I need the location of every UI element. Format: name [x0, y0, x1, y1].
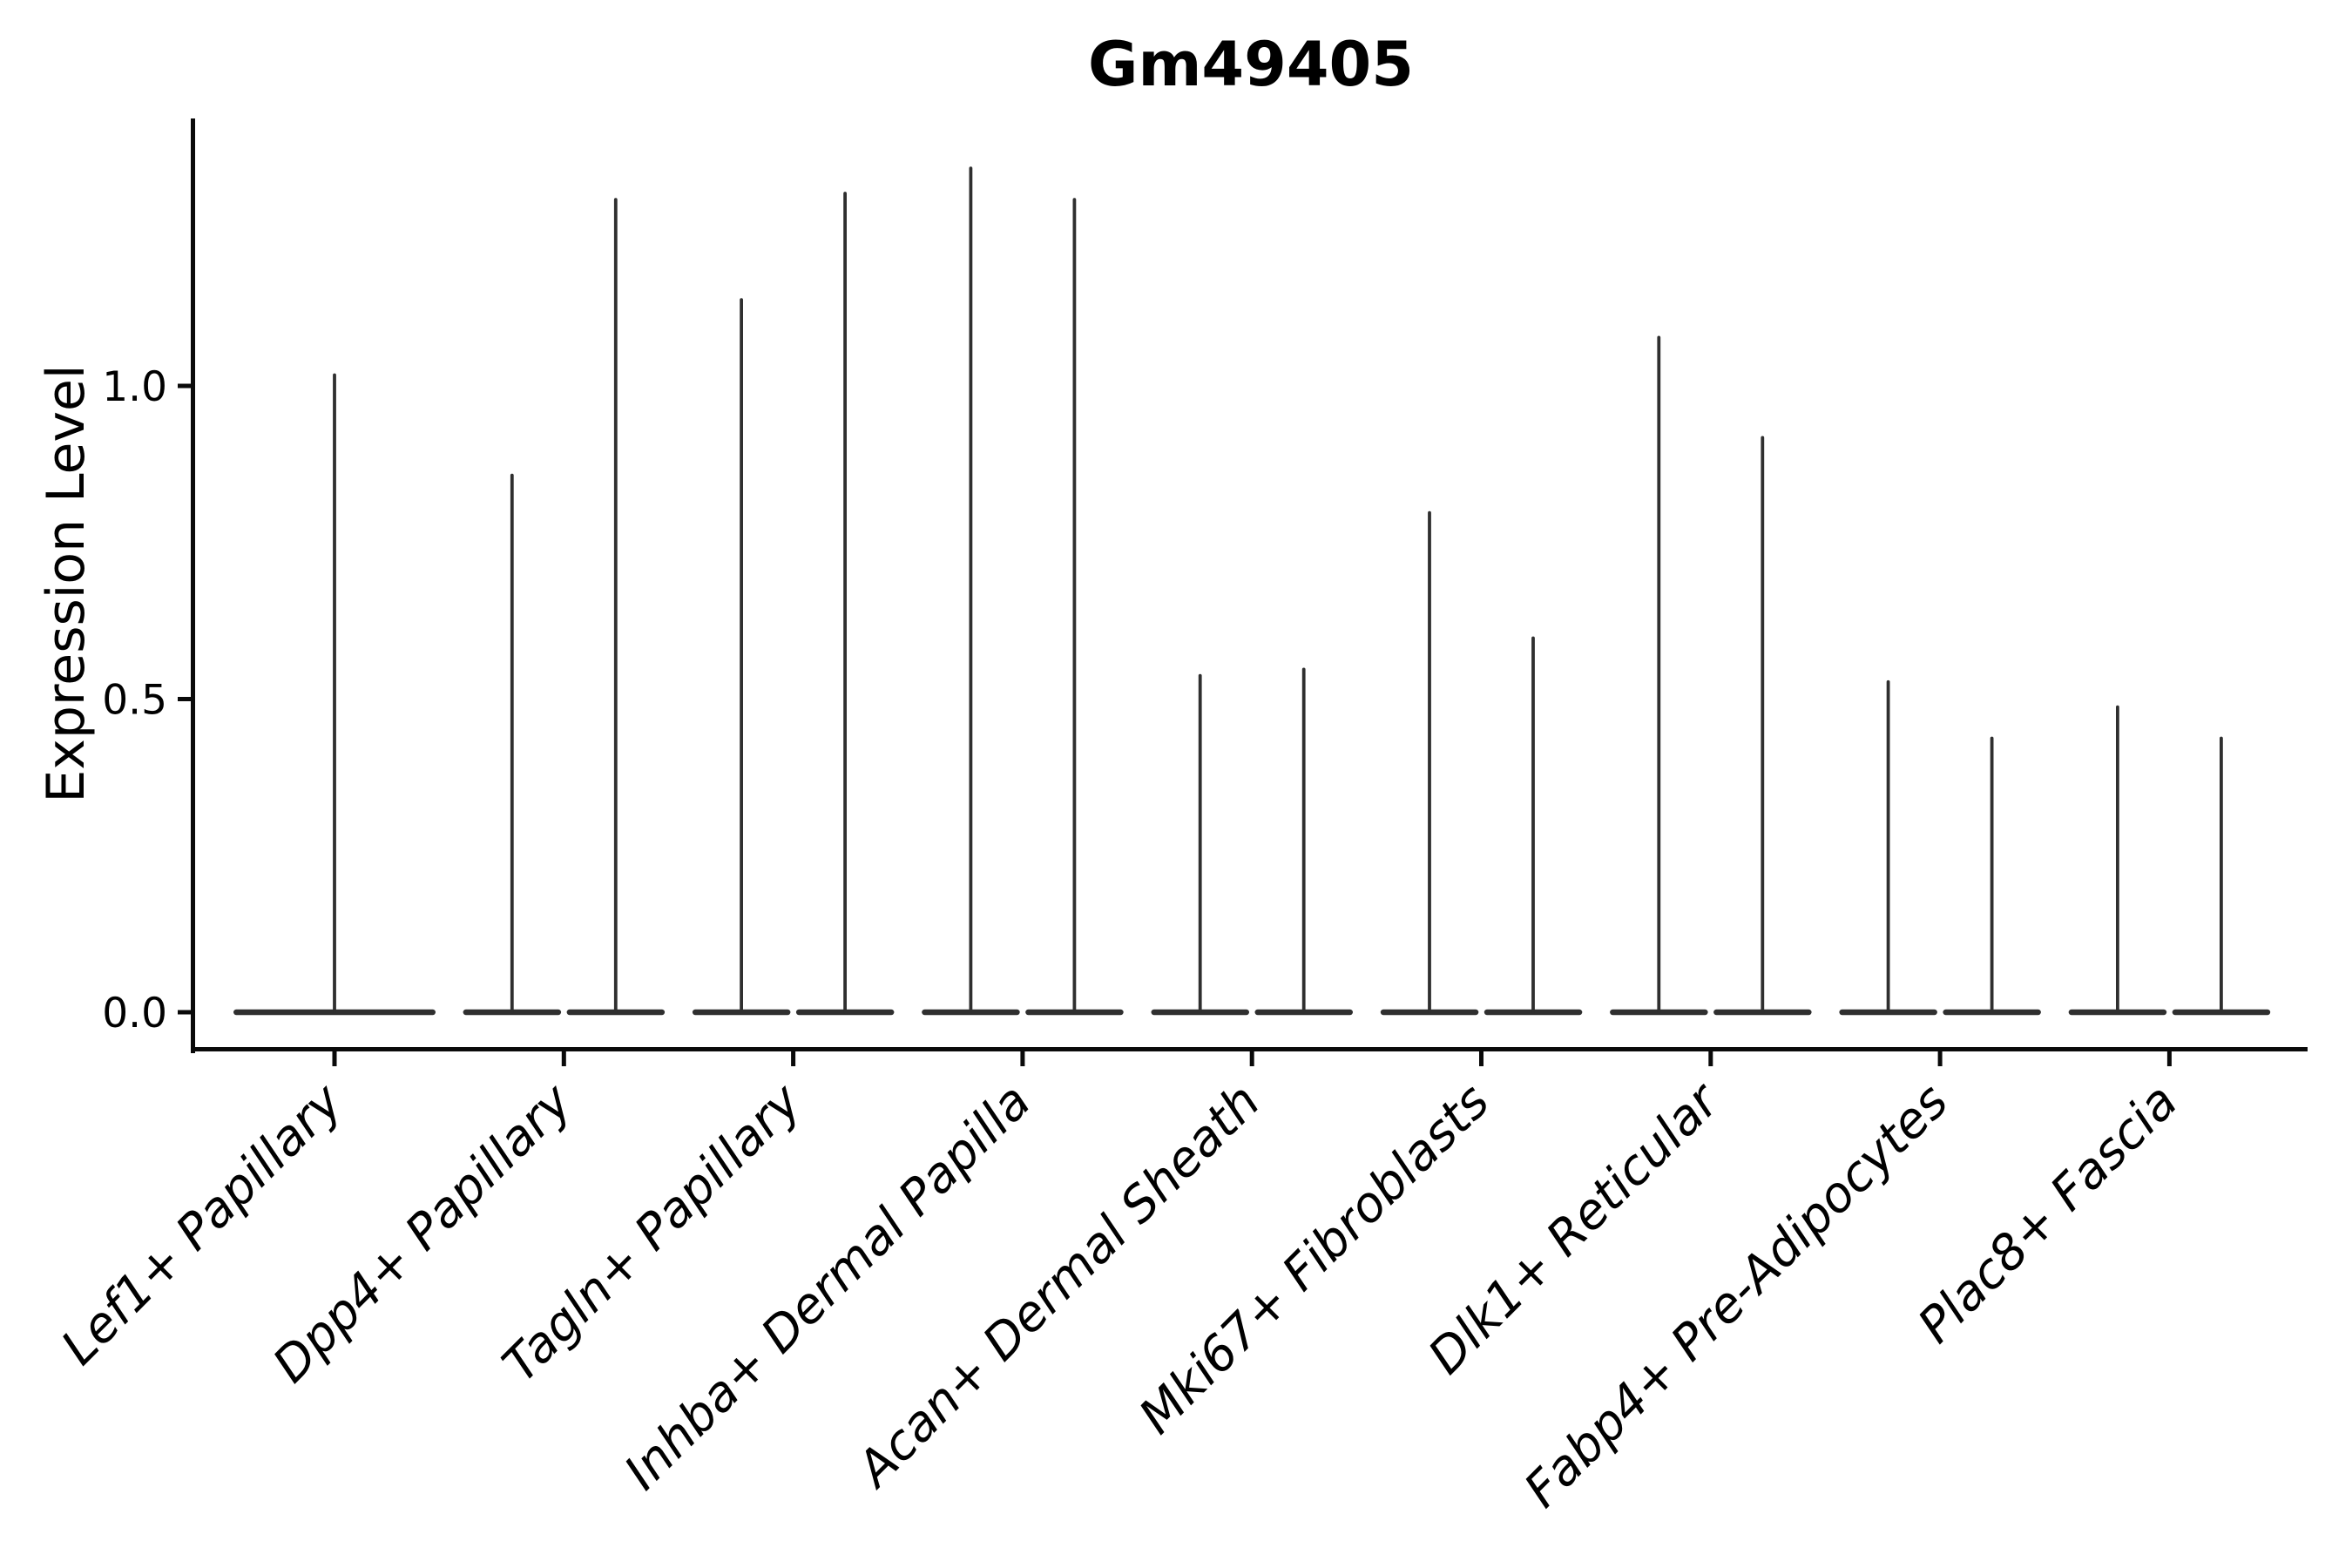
y-axis-spine — [191, 118, 195, 1053]
x-tick-mark — [791, 1051, 796, 1066]
x-tick-mark — [2166, 1051, 2172, 1066]
violin-spike — [1761, 436, 1765, 1014]
violin-spike — [613, 198, 618, 1015]
x-tick-mark — [1937, 1051, 1943, 1066]
violin-spike — [1072, 198, 1077, 1015]
x-tick-mark — [561, 1051, 566, 1066]
y-tick-mark — [178, 1010, 191, 1015]
x-tick-mark — [1708, 1051, 1713, 1066]
violin-spike — [1990, 736, 1994, 1014]
violin-spike — [510, 473, 514, 1014]
y-tick-label: 0.0 — [102, 990, 167, 1037]
violin-spike — [2116, 705, 2119, 1014]
x-tick-mark — [1020, 1051, 1025, 1066]
x-tick-mark — [332, 1051, 337, 1066]
violin-spike — [969, 166, 973, 1015]
violin-spike — [1531, 636, 1535, 1014]
x-tick-label: Inhba+ Dermal Papilla — [614, 1073, 1042, 1501]
violin-spike — [1301, 667, 1306, 1014]
chart-title: Gm49405 — [1088, 29, 1414, 100]
violin-spike — [1886, 679, 1890, 1014]
violin-spike — [1657, 335, 1661, 1014]
violin-spike — [843, 192, 847, 1015]
violin-spike — [2220, 736, 2223, 1014]
x-axis-spine — [191, 1047, 2308, 1051]
x-tick-label: Acan+ Dermal Sheath — [845, 1073, 1271, 1499]
violin-spike — [1428, 510, 1431, 1014]
y-tick-label: 0.5 — [102, 677, 167, 725]
violin-spike — [740, 298, 743, 1014]
x-tick-mark — [1249, 1051, 1254, 1066]
violin-spike — [1198, 673, 1202, 1014]
violin-spike — [333, 373, 336, 1015]
y-tick-label: 1.0 — [102, 363, 167, 411]
x-tick-mark — [1479, 1051, 1484, 1066]
y-tick-mark — [178, 697, 191, 701]
x-tick-label: Fabp4+ Pre-Adipocytes — [1514, 1073, 1959, 1518]
y-tick-mark — [178, 383, 191, 389]
